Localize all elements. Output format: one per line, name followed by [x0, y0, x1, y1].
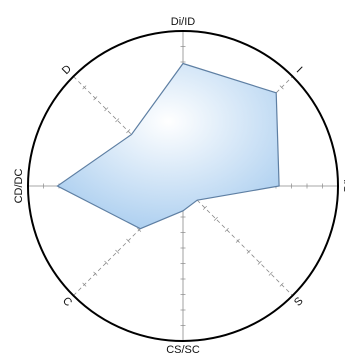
label-d: D — [60, 63, 74, 77]
axis-tick — [137, 227, 142, 232]
axis-tick — [279, 282, 284, 287]
axis-tick — [93, 271, 98, 276]
label-di-id: Di/ID — [171, 16, 196, 28]
axis-tick — [213, 216, 218, 221]
axis-tick — [93, 96, 98, 101]
axis-tick — [235, 238, 240, 243]
label-c: C — [60, 295, 74, 309]
label-i: I — [294, 65, 305, 76]
axis-tick — [268, 271, 273, 276]
axis-tick — [82, 85, 87, 90]
axis-tick — [115, 249, 120, 254]
label-i-s: I/S — [341, 179, 345, 192]
axis-tick — [246, 249, 251, 254]
axis-tick — [104, 107, 109, 112]
label-s: S — [292, 295, 306, 309]
axis-tick — [224, 227, 229, 232]
axis-tick — [126, 129, 131, 134]
axis-tick — [126, 238, 131, 243]
axis-tick — [104, 260, 109, 265]
label-cd-dc: CD/DC — [13, 169, 25, 204]
axis-tick — [279, 85, 284, 90]
outer-circle — [27, 30, 339, 342]
data-polygon — [56, 62, 280, 230]
axis-tick — [257, 260, 262, 265]
axis-tick — [202, 205, 207, 210]
axis-tick — [115, 118, 120, 123]
label-cs-sc: CS/SC — [166, 344, 200, 356]
axis-tick — [82, 282, 87, 287]
